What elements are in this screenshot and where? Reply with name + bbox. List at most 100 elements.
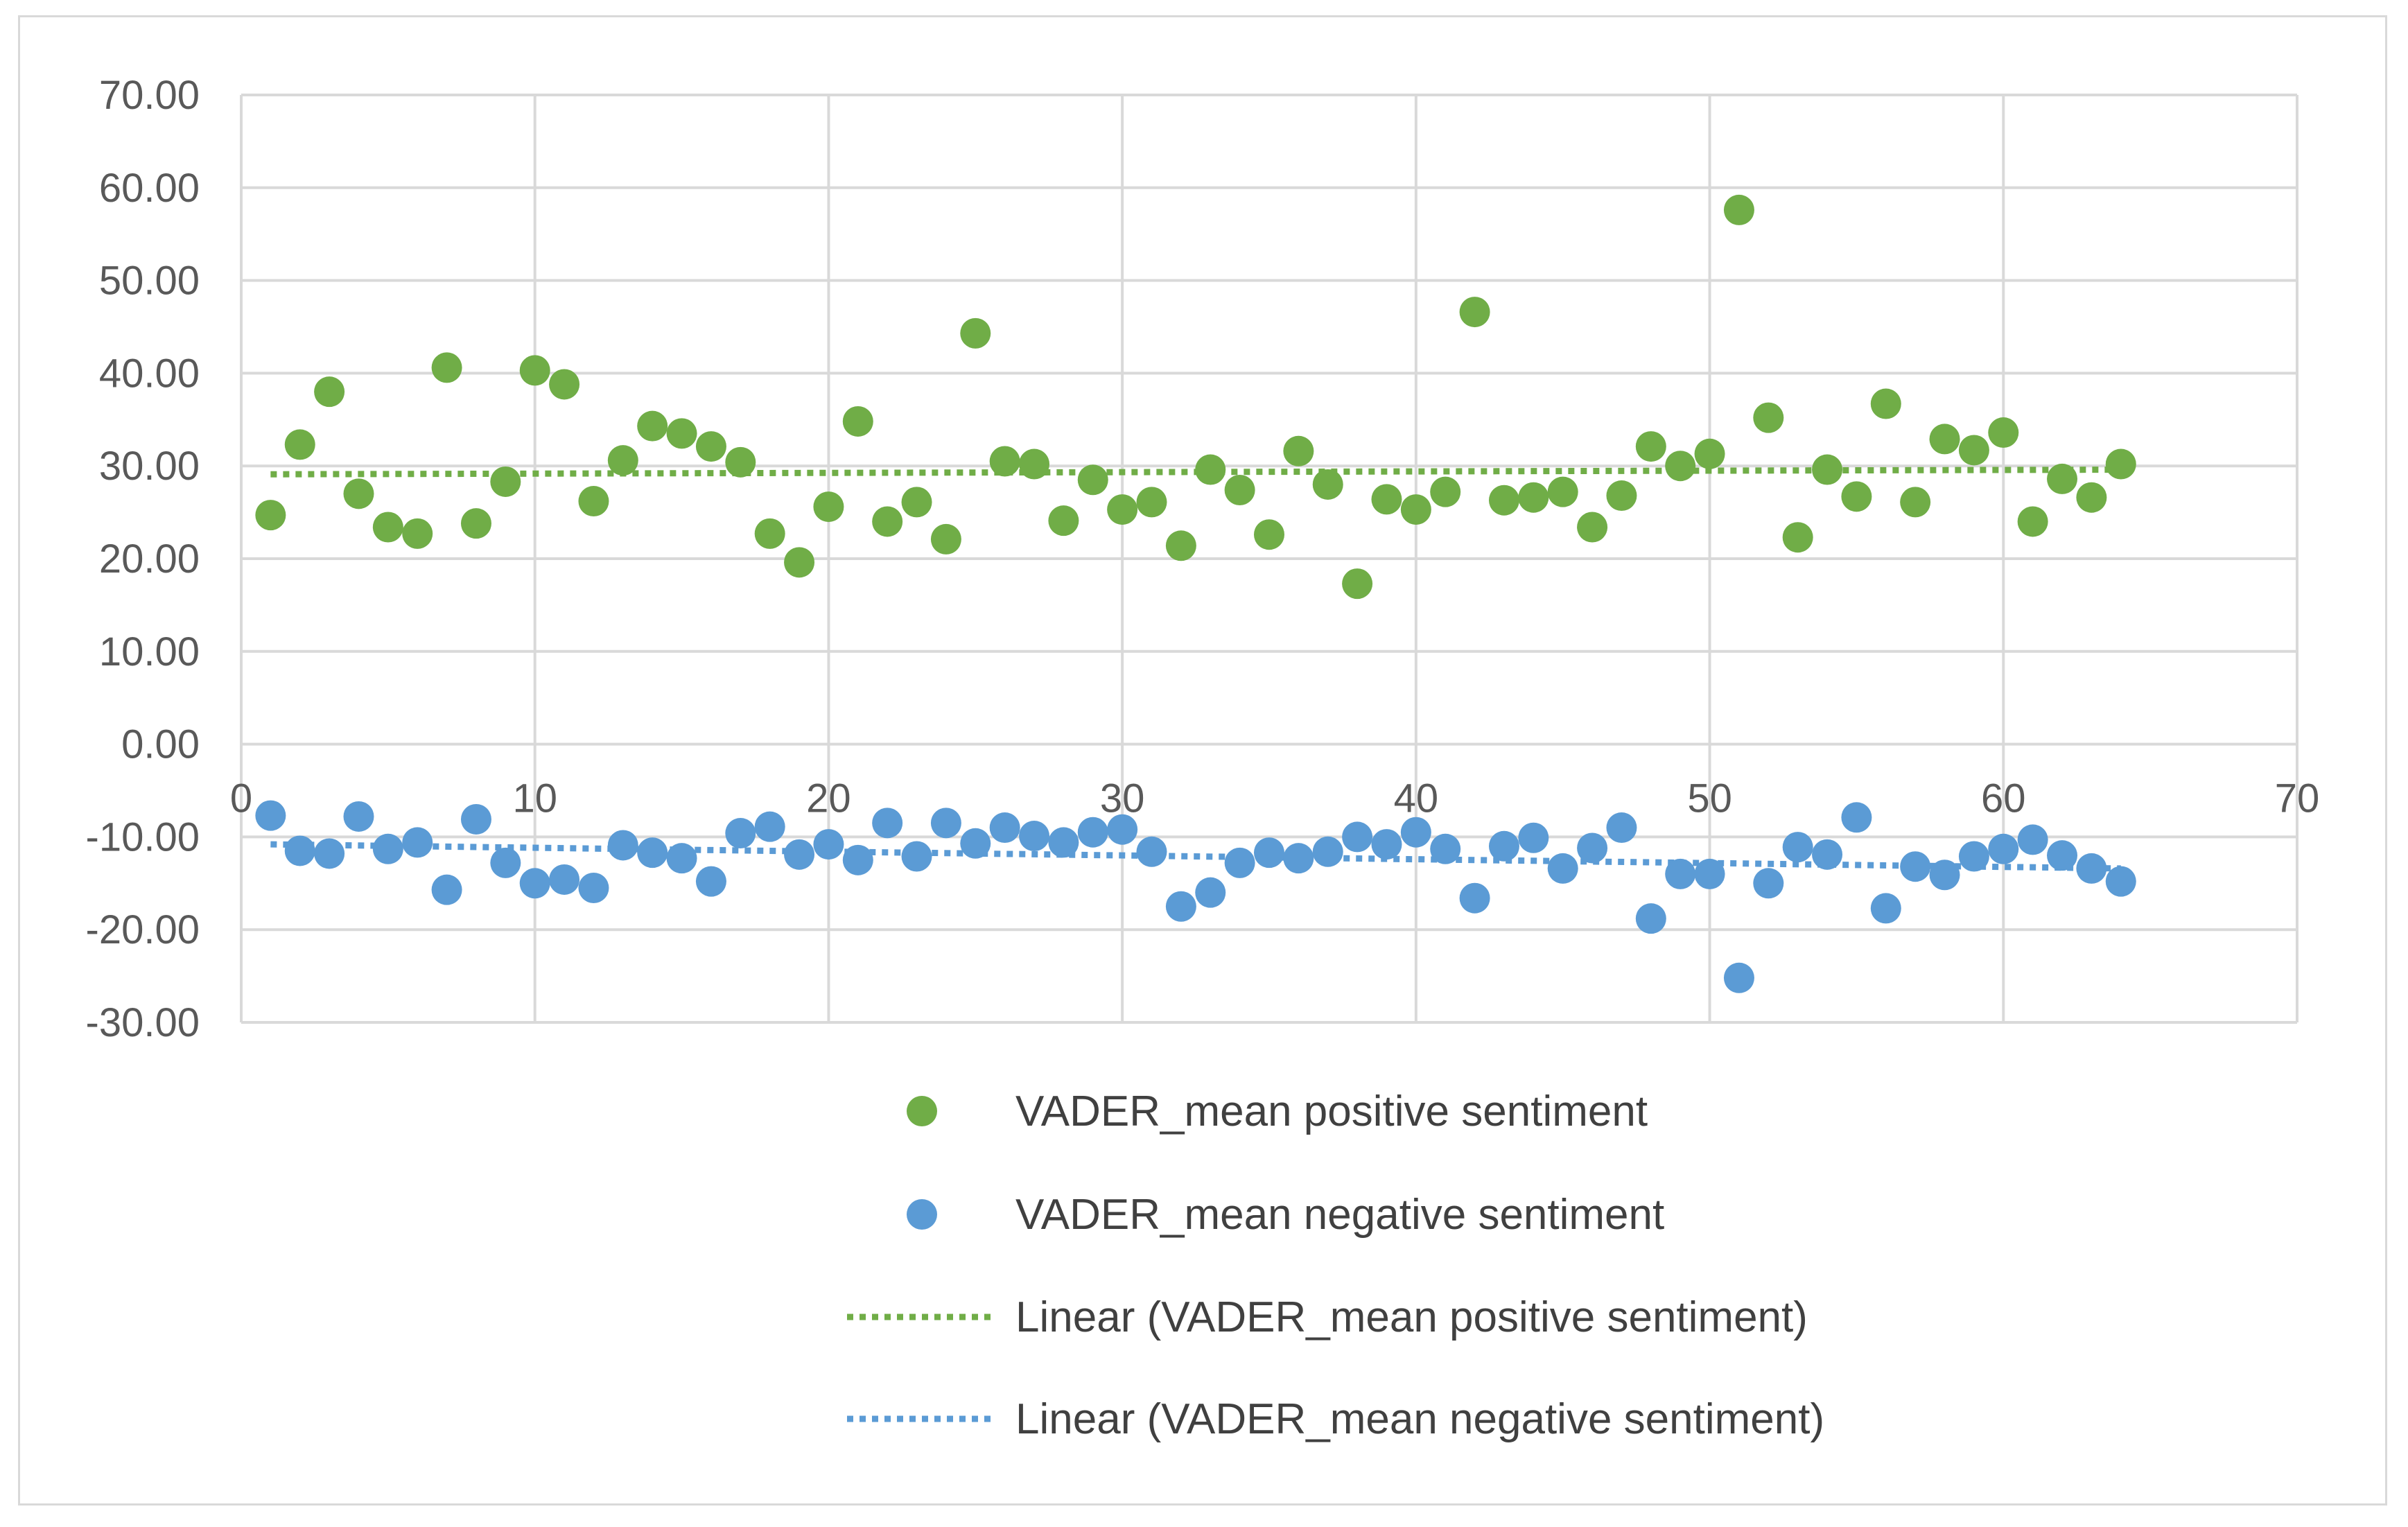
x-tick-label: 70 <box>2275 776 2320 821</box>
trendline <box>270 841 2121 872</box>
data-point <box>1547 476 1578 507</box>
data-point <box>402 827 433 858</box>
data-point <box>1048 505 1079 536</box>
data-point <box>1694 438 1725 469</box>
data-point <box>842 405 873 437</box>
legend-marker <box>907 1096 937 1126</box>
data-point <box>872 506 903 537</box>
data-point <box>754 811 785 842</box>
data-point <box>637 837 668 869</box>
data-point <box>490 847 521 878</box>
data-point <box>1430 833 1461 864</box>
x-tick-label: 30 <box>1100 776 1145 821</box>
legend: VADER_mean positive sentiment VADER_mean … <box>847 1088 1824 1443</box>
data-point <box>460 803 491 835</box>
data-point <box>2047 840 2078 871</box>
data-point <box>1254 837 1284 869</box>
data-point <box>1606 480 1637 512</box>
data-point <box>2105 866 2136 897</box>
x-tick-label: 0 <box>230 776 252 821</box>
data-point <box>284 429 315 460</box>
data-point <box>1283 435 1314 466</box>
data-point <box>1841 481 1872 512</box>
data-point <box>1929 860 1960 891</box>
data-point <box>1312 469 1343 500</box>
data-point <box>1019 448 1050 480</box>
data-point <box>431 352 462 383</box>
data-point <box>490 466 521 497</box>
data-point <box>519 868 550 899</box>
data-point <box>578 872 609 903</box>
data-point <box>989 446 1020 477</box>
data-point <box>1312 836 1343 867</box>
data-point <box>1136 836 1167 867</box>
data-point <box>666 843 697 874</box>
data-point <box>1224 847 1255 878</box>
data-point <box>2017 824 2048 855</box>
data-point <box>460 508 491 539</box>
data-point <box>1048 827 1079 858</box>
data-point <box>1283 843 1314 874</box>
data-point <box>314 838 345 869</box>
data-point <box>1870 893 1901 924</box>
data-point <box>2076 853 2107 884</box>
data-point <box>1870 388 1901 419</box>
data-point <box>2047 463 2078 494</box>
data-point <box>1929 424 1960 455</box>
data-point <box>872 808 903 839</box>
data-point <box>666 418 697 449</box>
data-point <box>549 369 580 400</box>
data-point <box>1958 841 1989 872</box>
data-point <box>343 478 374 509</box>
data-point <box>901 841 932 872</box>
data-point <box>1900 487 1931 518</box>
data-point <box>784 839 815 870</box>
data-point <box>1342 568 1373 600</box>
data-point <box>1577 832 1608 864</box>
data-point <box>1577 512 1608 543</box>
data-point <box>842 844 873 875</box>
data-point <box>1753 868 1784 899</box>
data-point <box>519 355 550 386</box>
x-tick-label: 20 <box>806 776 851 821</box>
data-point <box>1841 802 1872 833</box>
data-point <box>754 518 785 549</box>
data-point <box>1518 822 1549 853</box>
data-point <box>1782 522 1813 553</box>
data-point <box>1635 431 1666 462</box>
data-point <box>1077 464 1108 496</box>
data-point <box>1635 903 1666 934</box>
data-point <box>1665 858 1696 889</box>
y-tick-label: 50.00 <box>99 259 200 304</box>
data-point <box>1195 877 1226 908</box>
data-point <box>1165 891 1196 922</box>
data-point <box>1694 858 1725 889</box>
data-point <box>695 431 726 462</box>
y-tick-label: -10.00 <box>86 814 200 860</box>
data-point <box>1195 454 1226 485</box>
data-point <box>255 500 286 531</box>
y-tick-label: 10.00 <box>99 629 200 674</box>
data-point <box>1812 839 1843 870</box>
data-point <box>607 445 638 476</box>
data-point <box>343 801 374 832</box>
data-point <box>1136 487 1167 518</box>
data-point <box>1371 484 1402 515</box>
data-point <box>2076 482 2107 513</box>
data-point <box>1988 833 2019 864</box>
y-tick-label: -30.00 <box>86 1000 200 1045</box>
data-point <box>1459 882 1490 914</box>
legend-label: Linear (VADER_mean positive sentiment) <box>1015 1293 1808 1341</box>
y-tick-label: -20.00 <box>86 907 200 952</box>
x-tick-label: 40 <box>1394 776 1439 821</box>
data-point <box>578 486 609 517</box>
data-point <box>1400 817 1431 848</box>
data-point <box>2105 448 2136 480</box>
y-tick-label: 60.00 <box>99 166 200 211</box>
data-point <box>1723 962 1754 993</box>
data-point <box>901 487 932 518</box>
data-point <box>637 410 668 442</box>
data-point <box>1958 435 1989 466</box>
data-point <box>402 518 433 549</box>
